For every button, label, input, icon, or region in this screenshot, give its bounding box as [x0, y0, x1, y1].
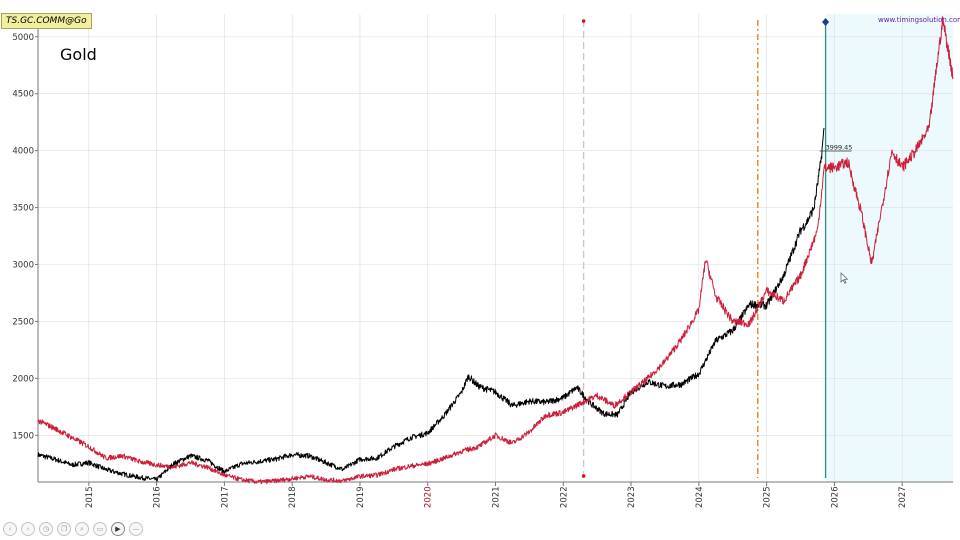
- x-tick-label: 2015: [85, 486, 95, 508]
- y-tick-label: 1500: [12, 431, 34, 441]
- x-tick-label: 2020: [424, 486, 434, 508]
- x-tick-label: 2021: [492, 486, 502, 508]
- bottom-dot-marker: [581, 474, 586, 478]
- watermark: www.timingsolution.com: [878, 16, 960, 24]
- x-tick-label: 2017: [220, 486, 230, 508]
- playback-toolbar: ‹ › ◷ ❐ ⌕ ▭ ▶ —: [3, 522, 143, 538]
- x-tick-labels: 2015 2016 2017 2018 2019 2020 2021 2022 2023 2024…: [85, 482, 908, 508]
- markers: 3999.45: [581, 18, 853, 478]
- y-tick-label: 5000: [12, 33, 34, 43]
- copy-icon[interactable]: ❐: [57, 522, 71, 536]
- x-tick-label: 2027: [898, 486, 908, 508]
- top-dot-marker: [581, 19, 586, 23]
- zoom-icon[interactable]: ⌕: [75, 522, 89, 536]
- window-icon[interactable]: ▭: [93, 522, 107, 536]
- y-tick-labels: 1500 2000 2500 3000 3500 4000 4500 5000: [12, 33, 38, 441]
- y-tick-label: 2000: [12, 374, 34, 384]
- series-line-1: [37, 16, 954, 485]
- x-tick-label: 2019: [356, 486, 366, 508]
- series: [37, 16, 954, 485]
- x-tick-label: 2022: [559, 486, 569, 508]
- chart-title: Gold: [60, 45, 97, 64]
- y-tick-label: 2500: [12, 317, 34, 327]
- vertical-markers: [582, 20, 827, 478]
- x-tick-label: 2018: [288, 486, 298, 508]
- diamond-marker: [822, 18, 830, 26]
- y-tick-label: 3000: [12, 261, 34, 271]
- y-tick-label: 4000: [12, 147, 34, 157]
- clock-icon[interactable]: ◷: [39, 522, 53, 536]
- x-tick-label: 2025: [763, 486, 773, 508]
- back-icon[interactable]: ‹: [3, 522, 17, 536]
- x-tick-label: 2016: [153, 486, 163, 508]
- x-tick-label: 2023: [627, 486, 637, 508]
- cursor-icon: [840, 272, 849, 284]
- minus-icon[interactable]: —: [129, 522, 143, 536]
- series-line-0: [37, 127, 825, 482]
- forward-icon[interactable]: ›: [21, 522, 35, 536]
- ticker-label[interactable]: TS.GC.COMM@Go: [1, 13, 92, 29]
- y-tick-label: 4500: [12, 90, 34, 100]
- x-tick-label: 2026: [830, 486, 840, 508]
- y-tick-label: 3500: [12, 204, 34, 214]
- forecast-zone: [825, 14, 953, 482]
- value-tag: 3999.45: [826, 144, 853, 152]
- x-tick-label: 2024: [695, 486, 705, 508]
- grid: [38, 14, 953, 482]
- video-icon[interactable]: ▶: [111, 522, 125, 536]
